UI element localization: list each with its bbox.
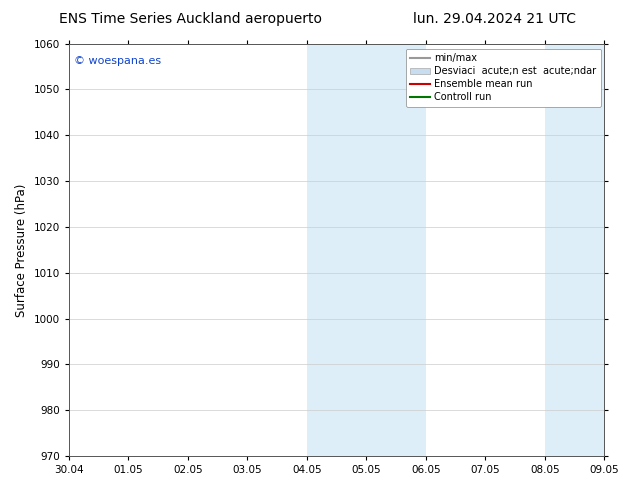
Legend: min/max, Desviaci  acute;n est  acute;ndar, Ensemble mean run, Controll run: min/max, Desviaci acute;n est acute;ndar… — [406, 49, 601, 107]
Bar — [366, 44, 426, 456]
Text: ENS Time Series Auckland aeropuerto: ENS Time Series Auckland aeropuerto — [59, 12, 321, 26]
Text: © woespana.es: © woespana.es — [74, 56, 161, 66]
Bar — [307, 44, 366, 456]
Y-axis label: Surface Pressure (hPa): Surface Pressure (hPa) — [15, 183, 28, 317]
Bar — [545, 44, 604, 456]
Text: lun. 29.04.2024 21 UTC: lun. 29.04.2024 21 UTC — [413, 12, 576, 26]
